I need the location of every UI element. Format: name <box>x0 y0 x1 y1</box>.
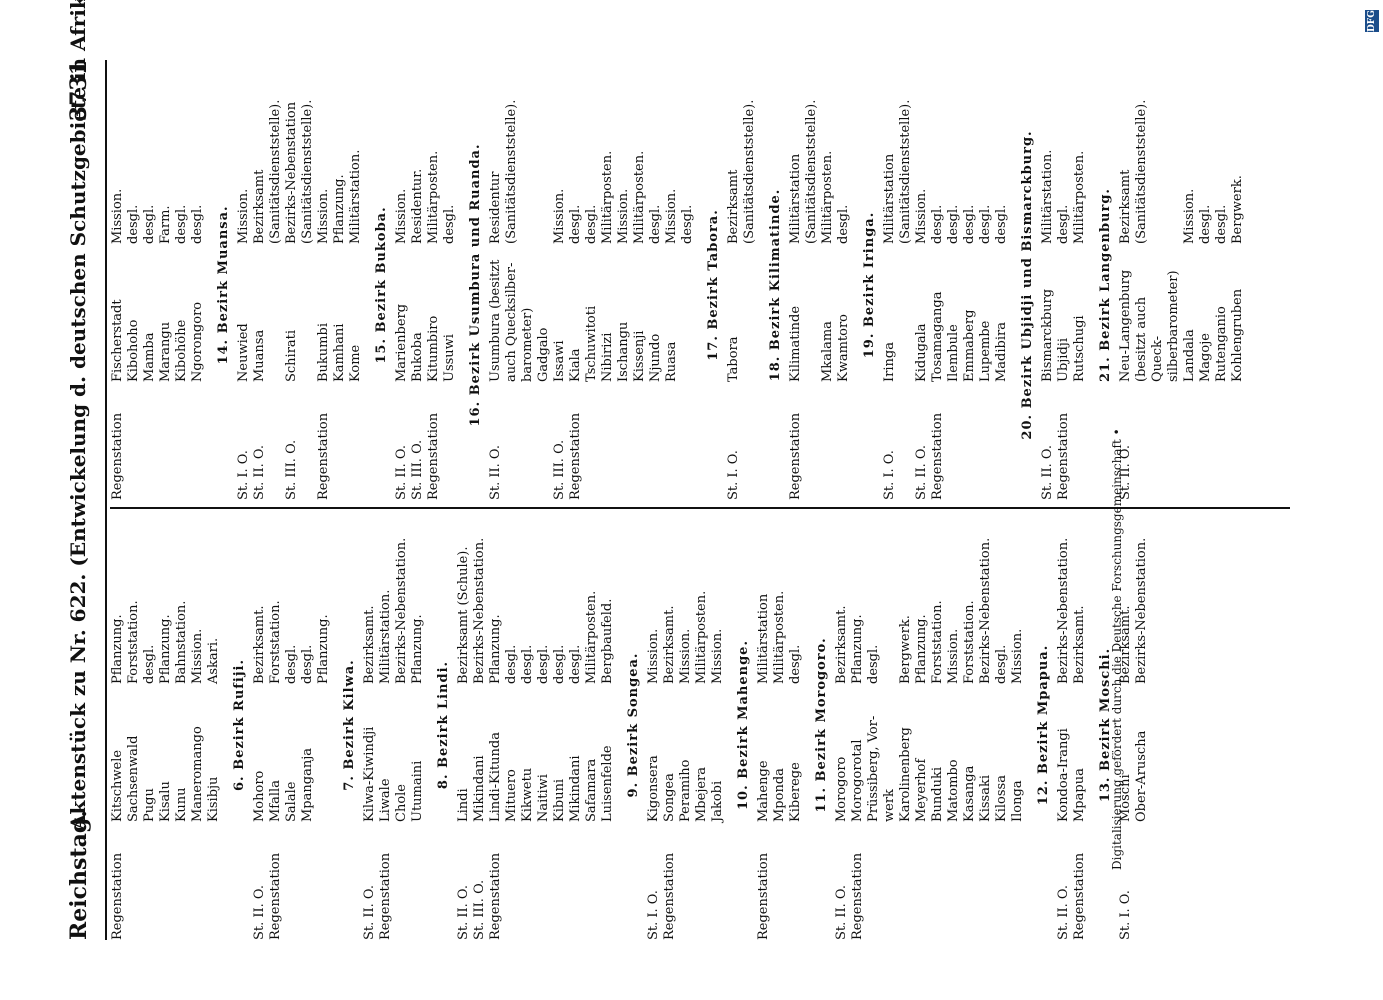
place-cell: Mohoro Mfalla Salale Mpanganja <box>252 748 315 822</box>
station-class-cell: St. I. O. St. II. O. Regenstation <box>882 412 945 500</box>
table-row: St. II. O. St. III. O. Regenstation Usumb… <box>488 70 696 500</box>
place-cell: Bismarckburg Ubjidji Rutschugi <box>1040 288 1087 382</box>
function-cell: Bezirksamt. Forststation. desgl. desgl. … <box>252 600 331 684</box>
table-row: St. II. O. Regenstation Kondoa-Irangi Mpa… <box>1056 510 1088 940</box>
table-row: Regenstation Mahenge Mponda Kiberege Milit… <box>756 510 804 940</box>
district-title: 7. Bezirk Kilwa. <box>342 659 357 791</box>
station-class-cell: St. I. O. St. II. O. St. III. O. Regenst… <box>236 412 331 500</box>
place-cell: Iringa Kidugala Tosamaganga Ilembule Emm… <box>882 291 1009 382</box>
table-row: St. II. O. Regenstation Mohoro Mfalla Sal… <box>252 510 332 940</box>
function-cell: Bezirksamt. Militärstation. Bezirks-Nebe… <box>362 537 425 684</box>
table-row: St. I. O. St. II. O. Regenstation Iringa … <box>882 70 1010 500</box>
function-cell: Militärstation (Sanitätsdienststelle). M… <box>788 99 851 244</box>
place-cell: Mahenge Mponda Kiberege <box>756 760 803 822</box>
district-title: 14. Bezirk Muansa. <box>216 205 231 365</box>
dfg-badge: DFG <box>1365 10 1379 32</box>
table-row: St. II. O. Regenstation Morogoro Morogoro… <box>834 510 1026 940</box>
district-title: 15. Bezirk Bukoba. <box>374 206 389 364</box>
place-cell: Lindi Mikindani Lindi-Kitunda Mituero Ki… <box>456 732 615 822</box>
table-row: St. II. O. St. III. O. Regenstation Marie… <box>394 70 458 500</box>
digitization-credit: Digitalisierung gefördert durch die Deut… <box>1110 428 1124 870</box>
station-class-cell: Regenstation <box>756 852 771 940</box>
station-class-cell: Regenstation <box>110 412 125 500</box>
station-class-cell: St. I. O. Regenstation <box>646 852 677 940</box>
page-header: Reichstag. Aktenstück zu Nr. 622. (Entwi… <box>60 0 110 940</box>
station-class-cell: Regenstation <box>110 852 125 940</box>
station-class-cell: St. II. O. Regenstation <box>834 852 865 940</box>
function-cell: Mission. Bezirksamt (Sanitätsdienststell… <box>236 99 363 244</box>
district-title: 8. Bezirk Lindi. <box>436 660 451 790</box>
station-class-cell: St. II. O. Regenstation <box>252 852 283 940</box>
header-rule <box>105 60 107 940</box>
place-cell: Kilwa-Kiwindji Liwale Chole Utumaini <box>362 726 425 822</box>
function-cell: Mission. desgl. desgl. Farm. desgl. desg… <box>110 188 205 244</box>
header-center: Aktenstück zu Nr. 622. (Entwickelung d. … <box>66 0 90 830</box>
district-title: 12. Bezirk Mpapua. <box>1036 644 1051 806</box>
function-cell: Residentur (Sanitätsdienststelle). Missi… <box>488 99 695 244</box>
station-class-cell: St. II. O. St. III. O. Regenstation <box>488 412 583 500</box>
district-title: 6. Bezirk Rufiji. <box>232 659 247 792</box>
table-row: St. II. O. St. III. O. Regenstation Lindi… <box>456 510 616 940</box>
function-cell: Mission. Residentur. Militärposten. desg… <box>394 150 457 244</box>
function-cell: Bezirksamt (Schule). Bezirks-Nebenstatio… <box>456 537 615 684</box>
place-cell: Neuwied Muansa Schirati Bukumbi Kamhani … <box>236 323 363 382</box>
page-number: 3731 <box>66 60 92 122</box>
district-title: 20. Bezirk Ubjidji und Bismarckburg. <box>1020 130 1035 440</box>
table-row: St. II. O. Regenstation Bismarckburg Ubji… <box>1040 70 1088 500</box>
station-class-cell: St. I. O. <box>726 450 741 500</box>
function-cell: Militärstation (Sanitätsdienststelle). M… <box>882 99 1009 244</box>
place-cell: Kigonsera Songea Peramiho Mbejera Jakobi <box>646 755 725 822</box>
table-row: St. II. O. Regenstation Kilwa-Kiwindji Li… <box>362 510 426 940</box>
function-cell: Militärstation. desgl. Militärposten. <box>1040 149 1087 244</box>
place-cell: Morogoro Morogorotal Prüssiberg, Vor- we… <box>834 715 1025 822</box>
district-title: 17. Bezirk Tabora. <box>706 209 721 361</box>
place-cell: Neu-Langenburg (besitzt auch Queck- silb… <box>1118 269 1245 382</box>
place-cell: Fischerstadt Kibohoho Mamba Marangu Kibo… <box>110 299 205 382</box>
table-row: St. I. O. St. II. O. St. III. O. Regenst… <box>236 70 364 500</box>
station-class-cell: St. II. O. <box>1118 445 1133 500</box>
place-cell: Kilimatinde Mkalama Kwamtoro <box>788 305 851 382</box>
function-cell: Bezirksamt (Sanitätsdienststelle). Missi… <box>1118 99 1245 244</box>
station-class-cell: St. II. O. Regenstation <box>1056 852 1087 940</box>
table-row: Regenstation Fischerstadt Kibohoho Mamba … <box>110 70 206 500</box>
district-title: 9. Bezirk Songea. <box>626 652 641 798</box>
district-title: 11. Bezirk Morogoro. <box>814 637 829 813</box>
district-title: 10. Bezirk Mahenge. <box>736 640 751 810</box>
place-cell: Marienberg Bukoba Kitumbiro Ussuwi <box>394 303 457 382</box>
station-class-cell: St. II. O. St. III. O. Regenstation <box>456 852 503 940</box>
table-row: St. I. O. Regenstation Kigonsera Songea P… <box>646 510 726 940</box>
table-row: St. II. O. Neu-Langenburg (besitzt auch Q… <box>1118 70 1246 500</box>
function-cell: Bezirksamt. Pflanzung. desgl. Bergwerk. … <box>834 537 1025 684</box>
place-cell: Usumbura (besitzt auch Quecksilber- baro… <box>488 259 679 382</box>
district-title: 18. Bezirk Kilimatinde. <box>768 188 783 382</box>
function-cell: Militärstation Militärposten. desgl. <box>756 590 803 684</box>
table-row: Regenstation Kitschwele Sachsenwald Pugu … <box>110 510 222 940</box>
district-title: 16. Bezirk Usumbura und Ruanda. <box>468 143 483 427</box>
function-cell: Pflanzung. Forststation. desgl. Pflanzun… <box>110 600 221 684</box>
station-class-cell: St. II. O. Regenstation <box>1040 412 1071 500</box>
table-row: Regenstation Kilimatinde Mkalama Kwamtoro… <box>788 70 852 500</box>
place-cell: Kondoa-Irangi Mpapua <box>1056 728 1087 822</box>
table-row: St. I. O. Tabora Bezirksamt (Sanitätsdiens… <box>726 70 758 500</box>
station-class-cell: St. II. O. St. III. O. Regenstation <box>394 412 441 500</box>
function-cell: Bezirks-Nebenstation. Bezirksamt. <box>1056 537 1087 684</box>
place-cell: Kitschwele Sachsenwald Pugu Kisalu Kunu … <box>110 726 221 822</box>
station-class-cell: St. II. O. Regenstation <box>362 852 393 940</box>
place-cell: Tabora <box>726 336 741 382</box>
station-class-cell: Regenstation <box>788 412 803 500</box>
function-cell: Mission. Bezirksamt. Mission. Militärpos… <box>646 590 725 684</box>
function-cell: Bezirksamt (Sanitätsdienststelle). <box>726 99 757 244</box>
district-title: 19. Bezirk Iringa. <box>862 211 877 359</box>
